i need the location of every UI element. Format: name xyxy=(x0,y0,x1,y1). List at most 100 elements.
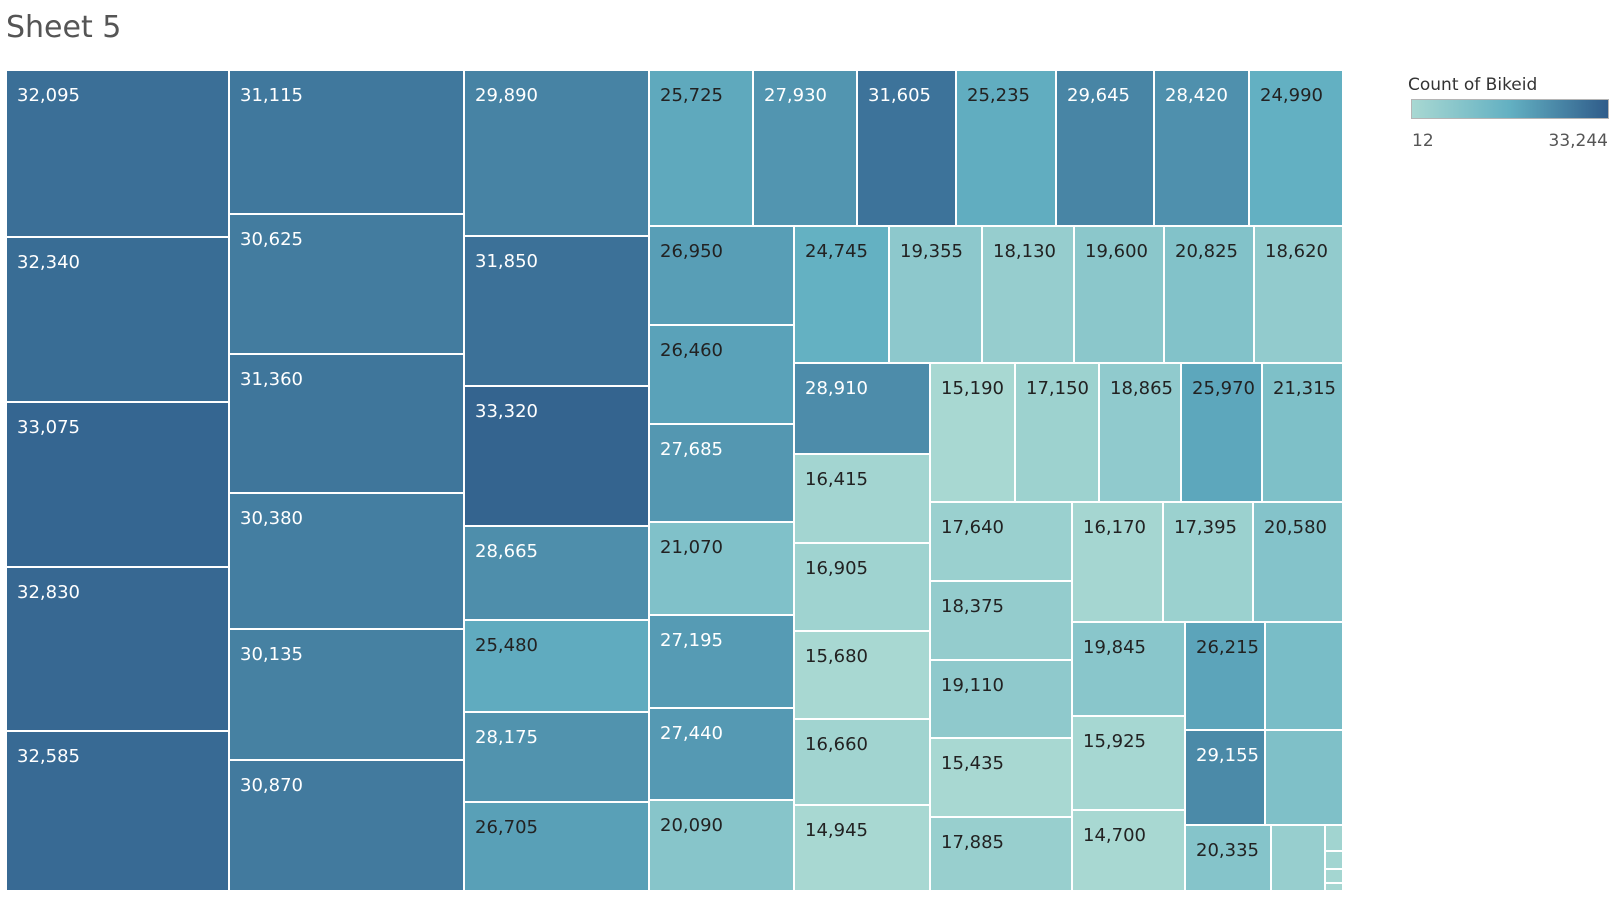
treemap-cell-rect[interactable] xyxy=(228,628,465,761)
treemap-cell[interactable]: 17,640 xyxy=(929,501,1073,582)
treemap-cell[interactable]: 28,910 xyxy=(793,362,931,455)
treemap-cell[interactable]: 25,725 xyxy=(648,69,754,227)
treemap-cell-rect[interactable] xyxy=(648,614,795,709)
treemap-cell-unlabeled[interactable] xyxy=(1324,824,1344,852)
treemap-cell[interactable]: 24,745 xyxy=(793,225,890,364)
treemap-cell[interactable]: 21,315 xyxy=(1261,362,1344,503)
treemap-cell-rect[interactable] xyxy=(856,69,957,227)
treemap-cell[interactable]: 14,700 xyxy=(1071,809,1186,892)
treemap-cell[interactable]: 32,340 xyxy=(5,236,230,403)
treemap-cell[interactable]: 19,845 xyxy=(1071,621,1186,717)
treemap-cell-rect[interactable] xyxy=(648,69,754,227)
treemap-cell[interactable]: 30,380 xyxy=(228,492,465,630)
treemap-cell[interactable]: 26,215 xyxy=(1184,621,1266,731)
treemap-cell[interactable]: 18,375 xyxy=(929,580,1073,661)
treemap-cell-unlabeled[interactable] xyxy=(1324,882,1344,892)
treemap-cell-rect[interactable] xyxy=(463,235,650,387)
treemap-cell[interactable]: 30,625 xyxy=(228,213,465,355)
treemap-cell[interactable]: 20,825 xyxy=(1163,225,1255,364)
treemap-cell-rect[interactable] xyxy=(5,69,230,238)
treemap-cell-rect[interactable] xyxy=(463,711,650,803)
treemap-cell-rect[interactable] xyxy=(228,353,465,494)
treemap-cell[interactable]: 20,335 xyxy=(1184,824,1272,892)
treemap-cell[interactable]: 15,435 xyxy=(929,737,1073,818)
treemap-cell-rect[interactable] xyxy=(1071,809,1186,892)
treemap-cell[interactable]: 15,190 xyxy=(929,362,1016,503)
treemap-cell-rect[interactable] xyxy=(1163,225,1255,364)
treemap-cell-rect[interactable] xyxy=(463,525,650,621)
treemap-cell-rect[interactable] xyxy=(463,619,650,713)
treemap-cell[interactable]: 20,580 xyxy=(1252,501,1344,623)
treemap-cell[interactable]: 27,440 xyxy=(648,707,795,801)
treemap-cell-rect[interactable] xyxy=(1162,501,1254,623)
treemap-cell-rect[interactable] xyxy=(929,501,1073,582)
treemap-cell[interactable]: 21,070 xyxy=(648,521,795,616)
treemap-cell-rect[interactable] xyxy=(955,69,1057,227)
treemap-cell-rect[interactable] xyxy=(648,324,795,425)
treemap-cell-rect[interactable] xyxy=(1073,225,1165,364)
treemap-cell-rect[interactable] xyxy=(1071,715,1186,811)
treemap-cell[interactable]: 16,905 xyxy=(793,542,931,632)
treemap-cell[interactable]: 32,830 xyxy=(5,566,230,732)
treemap-cell[interactable]: 17,885 xyxy=(929,816,1073,892)
treemap-cell[interactable]: 19,110 xyxy=(929,659,1073,739)
treemap-cell-unlabeled[interactable] xyxy=(1324,868,1344,884)
treemap-cell[interactable]: 29,645 xyxy=(1055,69,1155,227)
treemap-cell-rect[interactable] xyxy=(463,801,650,892)
treemap-cell-unlabeled[interactable] xyxy=(1324,850,1344,870)
treemap-cell[interactable]: 26,460 xyxy=(648,324,795,425)
treemap-cell[interactable]: 15,680 xyxy=(793,630,931,720)
treemap-cell-rect[interactable] xyxy=(1184,824,1272,892)
treemap-cell-unlabeled[interactable] xyxy=(1264,621,1344,731)
treemap-cell-rect[interactable] xyxy=(793,453,931,544)
treemap-cell-rect[interactable] xyxy=(5,236,230,403)
treemap-cell[interactable]: 18,620 xyxy=(1253,225,1344,364)
treemap-cell-rect[interactable] xyxy=(648,423,795,523)
treemap-cell-rect[interactable] xyxy=(793,630,931,720)
treemap-cell-rect[interactable] xyxy=(1184,729,1266,826)
treemap-cell[interactable]: 18,865 xyxy=(1098,362,1182,503)
treemap-cell-rect[interactable] xyxy=(793,804,931,892)
treemap-cell-rect[interactable] xyxy=(1252,501,1344,623)
treemap-cell-rect[interactable] xyxy=(793,362,931,455)
treemap-cell-rect[interactable] xyxy=(5,730,230,892)
treemap-cell[interactable]: 27,930 xyxy=(752,69,858,227)
treemap-cell[interactable]: 29,155 xyxy=(1184,729,1266,826)
treemap-cell[interactable]: 24,990 xyxy=(1248,69,1344,227)
treemap-cell[interactable]: 18,130 xyxy=(981,225,1075,364)
treemap-cell[interactable]: 32,585 xyxy=(5,730,230,892)
treemap-cell[interactable]: 33,075 xyxy=(5,401,230,568)
treemap-cell-unlabeled[interactable] xyxy=(1264,729,1344,826)
treemap-cell-rect[interactable] xyxy=(1055,69,1155,227)
treemap-cell[interactable]: 20,090 xyxy=(648,799,795,892)
treemap-cell-rect[interactable] xyxy=(648,225,795,326)
treemap-cell-rect[interactable] xyxy=(463,69,650,237)
treemap-cell[interactable]: 28,665 xyxy=(463,525,650,621)
treemap-cell-rect[interactable] xyxy=(793,718,931,806)
treemap-cell-rect[interactable] xyxy=(648,707,795,801)
treemap-cell[interactable]: 30,870 xyxy=(228,759,465,892)
treemap-cell-rect[interactable] xyxy=(929,816,1073,892)
treemap-cell-unlabeled[interactable] xyxy=(1270,824,1326,892)
treemap-cell[interactable]: 28,420 xyxy=(1153,69,1250,227)
treemap-cell-rect[interactable] xyxy=(752,69,858,227)
treemap-cell-rect[interactable] xyxy=(929,659,1073,739)
treemap-cell[interactable]: 28,175 xyxy=(463,711,650,803)
treemap-cell[interactable]: 15,925 xyxy=(1071,715,1186,811)
treemap-cell[interactable]: 26,705 xyxy=(463,801,650,892)
treemap-cell-rect[interactable] xyxy=(648,799,795,892)
treemap-cell[interactable]: 30,135 xyxy=(228,628,465,761)
treemap-cell[interactable]: 16,170 xyxy=(1071,501,1164,623)
treemap-cell[interactable]: 16,660 xyxy=(793,718,931,806)
treemap-cell-rect[interactable] xyxy=(228,759,465,892)
treemap-cell[interactable]: 31,115 xyxy=(228,69,465,215)
treemap-cell[interactable]: 26,950 xyxy=(648,225,795,326)
treemap-cell-rect[interactable] xyxy=(228,492,465,630)
treemap-cell-rect[interactable] xyxy=(793,542,931,632)
treemap-cell-rect[interactable] xyxy=(793,225,890,364)
treemap-cell[interactable]: 17,150 xyxy=(1014,362,1100,503)
treemap-cell-rect[interactable] xyxy=(5,401,230,568)
treemap-cell-rect[interactable] xyxy=(1153,69,1250,227)
treemap-cell[interactable]: 33,320 xyxy=(463,385,650,527)
treemap-cell[interactable]: 17,395 xyxy=(1162,501,1254,623)
